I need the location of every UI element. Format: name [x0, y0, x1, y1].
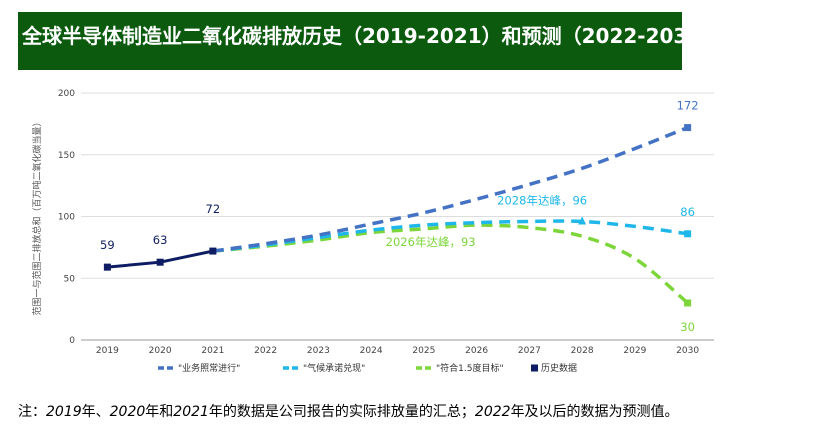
- x-tick-label: 2023: [307, 346, 330, 356]
- footnote-text-4: 年及以后的数据为预测值。: [510, 404, 679, 420]
- footnote-year-2021: 2021: [173, 404, 209, 420]
- footnote-text-2: 年和: [145, 404, 174, 420]
- footnote-text-3: 年的数据是公司报告的实际排放量的汇总；: [208, 404, 475, 420]
- data-label-pledges-2028: 2028年达峰，96: [497, 193, 587, 207]
- data-label-bau-2030: 172: [677, 99, 699, 113]
- legend-label-pledges: "气候承诺兑现": [303, 362, 365, 374]
- data-label-target15-2026: 2026年达峰，93: [386, 235, 476, 249]
- y-tick-label: 200: [58, 89, 75, 99]
- data-label-pledges-2030: 86: [680, 205, 695, 219]
- x-tick-label: 2028: [571, 346, 594, 356]
- footnote-year-2020: 2020: [109, 404, 146, 420]
- y-axis-label: 范围一与范围二排放总和（百万吨二氧化碳当量）: [31, 117, 43, 315]
- data-point-historical-2020: [156, 258, 164, 266]
- footnote-year-2022: 2022: [474, 404, 511, 420]
- x-tick-label: 2029: [623, 346, 646, 356]
- series-end-marker-target15: [684, 299, 692, 307]
- series-line-target15: [212, 223, 689, 305]
- series-end-marker-bau: [684, 124, 692, 132]
- x-tick-label: 2025: [412, 346, 435, 356]
- series-end-marker-pledges: [684, 230, 692, 238]
- chart-title: 全球半导体制造业二氧化碳排放历史（2019-2021）和预测（2022-2030…: [22, 24, 722, 48]
- peak-marker-pledges: [578, 216, 587, 225]
- x-tick-label: 2019: [96, 346, 119, 356]
- data-point-historical-2021: [209, 247, 217, 255]
- x-tick-label: 2024: [360, 346, 383, 356]
- x-tick-label: 2027: [518, 346, 541, 356]
- footnote: 注：2019年、2020年和2021年的数据是公司报告的实际排放量的汇总；202…: [18, 401, 679, 421]
- footnote-prefix: 注：: [18, 404, 46, 420]
- y-tick-label: 150: [58, 151, 75, 161]
- legend-label-bau: "业务照常进行": [178, 362, 240, 374]
- data-label-historical-2021: 72: [206, 202, 221, 216]
- data-label-historical-2019: 59: [100, 238, 115, 252]
- legend-swatch-historical: [531, 364, 538, 372]
- chart-title-banner: 全球半导体制造业二氧化碳排放历史（2019-2021）和预测（2022-2030…: [18, 12, 721, 70]
- x-tick-label: 2030: [676, 346, 699, 356]
- y-tick-label: 0: [69, 336, 75, 346]
- legend-label-historical: 历史数据: [541, 362, 577, 374]
- x-tick-label: 2026: [465, 346, 488, 356]
- footnote-text-1: 年、: [81, 404, 110, 420]
- data-label-target15-2030: 30: [680, 320, 695, 334]
- data-point-historical-2019: [103, 263, 111, 271]
- x-tick-label: 2020: [149, 346, 172, 356]
- footnote-year-2019: 2019: [46, 404, 82, 420]
- legend-label-target15: "符合1.5度目标": [436, 362, 504, 374]
- y-tick-label: 50: [64, 274, 76, 284]
- x-tick-label: 2022: [254, 346, 277, 356]
- data-label-historical-2020: 63: [153, 233, 168, 247]
- series-line-bau: [212, 125, 689, 253]
- y-tick-label: 100: [58, 213, 75, 223]
- x-tick-label: 2021: [201, 346, 224, 356]
